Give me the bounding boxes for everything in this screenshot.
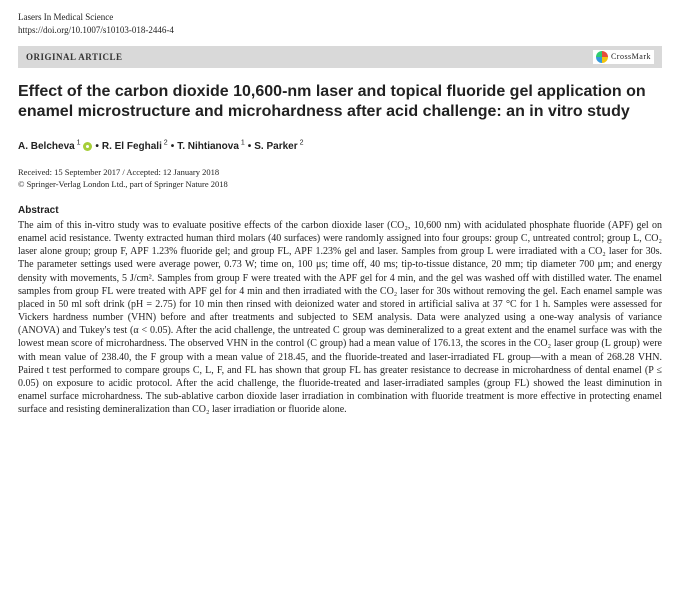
author: T. Nihtianova 1 [177,141,245,152]
abstract-heading: Abstract [18,204,662,217]
article-type-label: ORIGINAL ARTICLE [26,52,122,64]
journal-name: Lasers In Medical Science [18,12,662,24]
author: S. Parker 2 [254,141,303,152]
doi-link[interactable]: https://doi.org/10.1007/s10103-018-2446-… [18,25,662,37]
author-list: A. Belcheva 1 •R. El Feghali 2•T. Nihtia… [18,138,662,152]
copyright-line: © Springer-Verlag London Ltd., part of S… [18,179,662,190]
article-title: Effect of the carbon dioxide 10,600-nm l… [18,82,662,122]
author: A. Belcheva 1 [18,141,92,152]
article-type-bar: ORIGINAL ARTICLE CrossMark [18,46,662,68]
author-separator: • [168,141,178,152]
crossmark-label: CrossMark [611,52,651,62]
author-separator: • [92,141,102,152]
author: R. El Feghali 2 [102,141,168,152]
article-dates: Received: 15 September 2017 / Accepted: … [18,167,662,178]
orcid-icon[interactable] [83,142,92,151]
abstract-body: The aim of this in-vitro study was to ev… [18,219,662,417]
crossmark-badge[interactable]: CrossMark [593,50,654,64]
author-separator: • [245,141,255,152]
crossmark-icon [596,51,608,63]
